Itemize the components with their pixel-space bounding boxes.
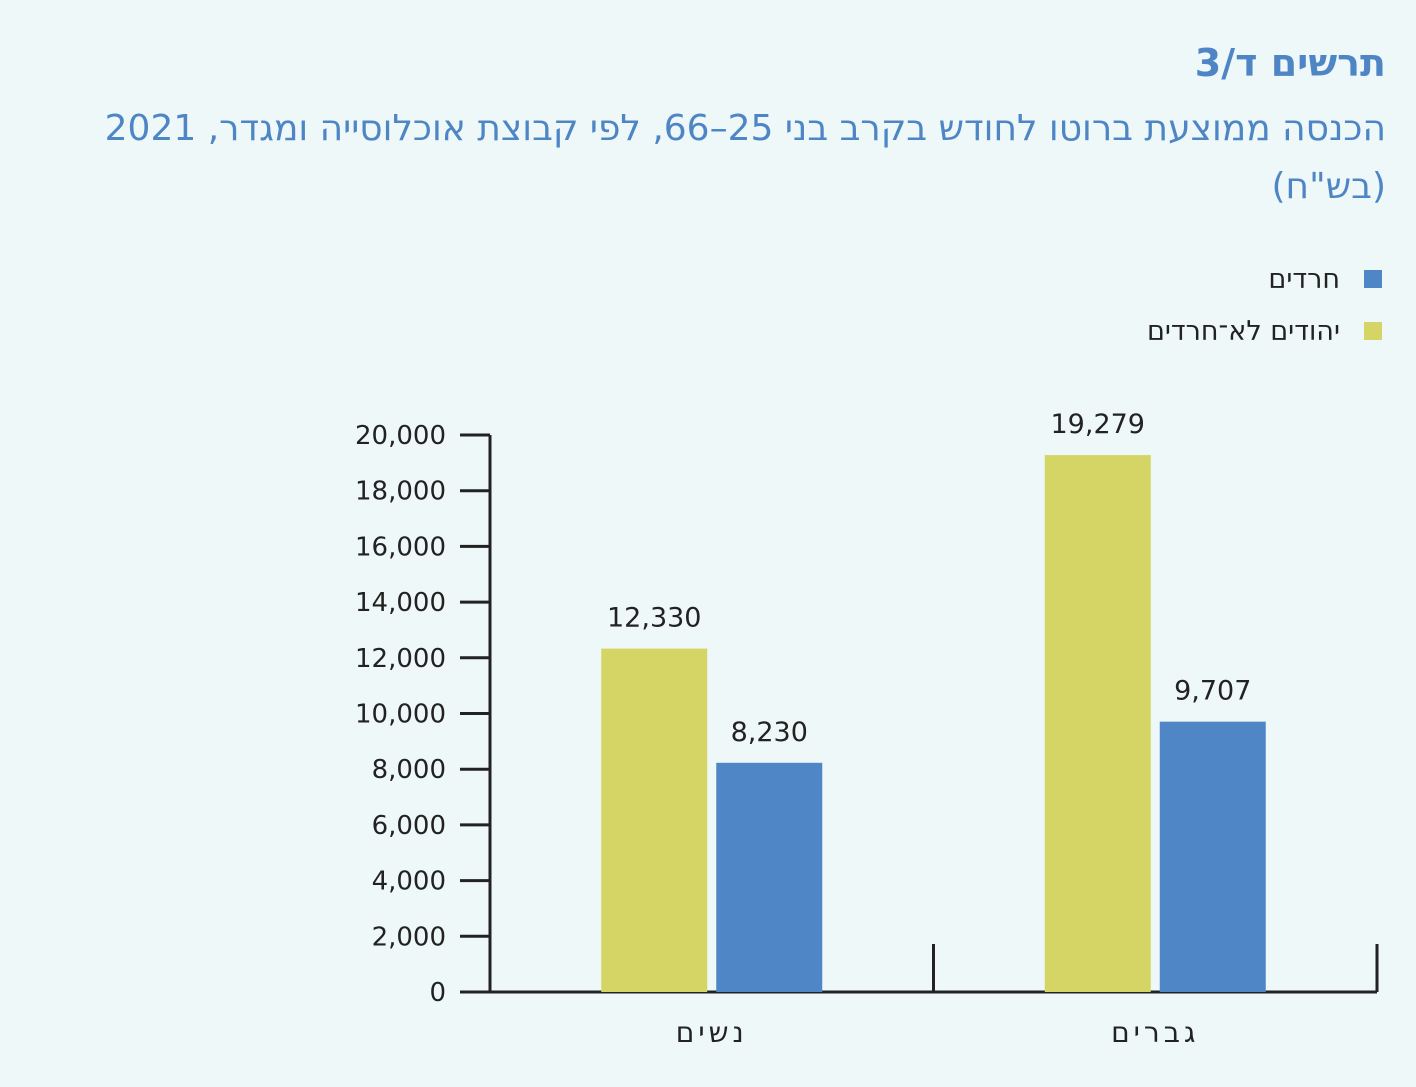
data-label: 9,707 <box>1174 676 1251 707</box>
bars: 12,330 8,230 19,279 9,707 <box>601 409 1266 993</box>
y-axis: 0 2,000 4,000 6,000 8,000 10,000 12,000 14,000 1… <box>355 421 492 1008</box>
data-label: 12,330 <box>607 603 701 634</box>
chart-title: הכנסה ממוצעת ברוטו לחודש בקרב בני 25–66,… <box>104 108 1386 207</box>
legend-swatch-haredim <box>1364 270 1382 288</box>
x-category-label: נשים <box>676 1016 748 1049</box>
data-label: 19,279 <box>1051 409 1145 440</box>
legend-label-non-haredi-jews: יהודים לא־חרדים <box>1146 315 1340 347</box>
y-tick-label: 20,000 <box>355 421 446 451</box>
data-label: 8,230 <box>731 717 808 748</box>
legend-label-haredim: חרדים <box>1268 263 1340 295</box>
legend-item-haredim: חרדים <box>1147 262 1382 296</box>
chart-header: תרשים ד/3 הכנסה ממוצעת ברוטו לחודש בקרב … <box>86 38 1386 216</box>
y-tick-label: 12,000 <box>355 644 446 674</box>
bar <box>1159 721 1266 992</box>
y-tick-label: 10,000 <box>355 700 446 730</box>
y-tick-label: 6,000 <box>372 811 446 841</box>
legend-item-non-haredi-jews: יהודים לא־חרדים <box>1147 314 1382 348</box>
figure-number: תרשים ד/3 <box>1194 41 1386 85</box>
y-tick-label: 8,000 <box>372 755 446 785</box>
y-tick-label: 16,000 <box>355 532 446 562</box>
x-category-label: גברים <box>1111 1016 1199 1049</box>
y-tick-label: 2,000 <box>372 922 446 952</box>
y-tick-label: 0 <box>429 978 446 1008</box>
legend-swatch-non-haredi-jews <box>1364 322 1382 340</box>
bar <box>1044 455 1151 993</box>
bar <box>716 762 823 992</box>
legend: חרדים יהודים לא־חרדים <box>1147 262 1382 366</box>
y-tick-label: 18,000 <box>355 477 446 507</box>
y-tick-label: 14,000 <box>355 588 446 618</box>
y-tick-label: 4,000 <box>372 867 446 897</box>
bar <box>601 648 708 992</box>
